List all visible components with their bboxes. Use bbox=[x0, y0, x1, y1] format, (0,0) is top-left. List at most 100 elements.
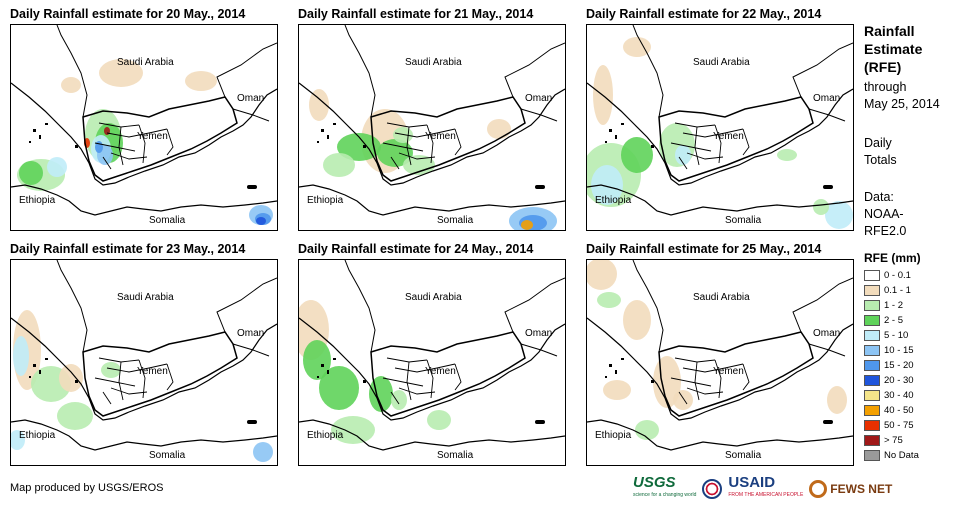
country-label-ethiopia: Ethiopia bbox=[595, 430, 632, 441]
usaid-logo: USAID FROM THE AMERICAN PEOPLE bbox=[728, 474, 804, 498]
panel-title-2: Daily Rainfall estimate for 21 May., 201… bbox=[298, 7, 534, 21]
panel-title-1: Daily Rainfall estimate for 20 May., 201… bbox=[10, 7, 246, 21]
country-label-yemen: Yemen bbox=[713, 366, 744, 377]
legend-label: 20 - 30 bbox=[884, 375, 914, 386]
legend-swatch bbox=[864, 390, 880, 401]
country-label-saudi-arabia: Saudi Arabia bbox=[405, 292, 462, 303]
country-label-oman: Oman bbox=[813, 328, 841, 339]
country-label-ethiopia: Ethiopia bbox=[307, 430, 344, 441]
sidebar-title: Rainfall Estimate (RFE) bbox=[864, 22, 922, 76]
country-label-saudi-arabia: Saudi Arabia bbox=[117, 57, 174, 68]
panel-title-3: Daily Rainfall estimate for 22 May., 201… bbox=[586, 7, 822, 21]
country-label-oman: Oman bbox=[237, 93, 265, 104]
legend-swatch bbox=[864, 360, 880, 371]
panel-title-5: Daily Rainfall estimate for 24 May., 201… bbox=[298, 242, 534, 256]
legend-swatch bbox=[864, 315, 880, 326]
country-label-oman: Oman bbox=[525, 93, 553, 104]
usaid-logo-text: USAID bbox=[728, 474, 776, 491]
legend-label: 40 - 50 bbox=[884, 405, 914, 416]
legend-item: 2 - 5 bbox=[864, 313, 919, 328]
legend-title: RFE (mm) bbox=[864, 251, 921, 265]
rainfall-map-2: Saudi Arabia Oman Yemen Ethiopia Somalia bbox=[298, 24, 566, 231]
legend-swatch bbox=[864, 405, 880, 416]
sidebar-daily: Daily bbox=[864, 136, 892, 150]
country-label-somalia: Somalia bbox=[149, 450, 186, 461]
rainfall-map-4: Saudi Arabia Oman Yemen Ethiopia Somalia bbox=[10, 259, 278, 466]
country-label-oman: Oman bbox=[237, 328, 265, 339]
panel-title-4: Daily Rainfall estimate for 23 May., 201… bbox=[10, 242, 246, 256]
sidebar-data-source-1: NOAA- bbox=[864, 207, 904, 221]
rainfall-field bbox=[17, 59, 273, 225]
legend-item: 20 - 30 bbox=[864, 373, 919, 388]
fews-net-logo: FEWS NET bbox=[809, 480, 892, 498]
legend-item: 0 - 0.1 bbox=[864, 268, 919, 283]
country-label-yemen: Yemen bbox=[137, 131, 168, 142]
country-label-yemen: Yemen bbox=[137, 366, 168, 377]
sidebar-data-source-2: RFE2.0 bbox=[864, 224, 907, 238]
legend-item: 0.1 - 1 bbox=[864, 283, 919, 298]
legend-item: 50 - 75 bbox=[864, 418, 919, 433]
usaid-seal-icon bbox=[702, 479, 723, 499]
legend-label: 2 - 5 bbox=[884, 315, 904, 326]
legend-label: 1 - 2 bbox=[884, 300, 904, 311]
legend-item: 5 - 10 bbox=[864, 328, 919, 343]
map-credit: Map produced by USGS/EROS bbox=[10, 482, 164, 494]
country-label-yemen: Yemen bbox=[425, 131, 456, 142]
country-label-saudi-arabia: Saudi Arabia bbox=[117, 292, 174, 303]
legend-item: 40 - 50 bbox=[864, 403, 919, 418]
rainfall-map-6: Saudi Arabia Oman Yemen Ethiopia Somalia bbox=[586, 259, 854, 466]
country-label-saudi-arabia: Saudi Arabia bbox=[405, 57, 462, 68]
legend-item: 15 - 20 bbox=[864, 358, 919, 373]
rainfall-field bbox=[11, 310, 273, 462]
sidebar-date: May 25, 2014 bbox=[864, 97, 940, 111]
country-label-ethiopia: Ethiopia bbox=[19, 430, 56, 441]
legend-swatch bbox=[864, 330, 880, 341]
sidebar-title-line2: Estimate bbox=[864, 41, 923, 57]
country-label-somalia: Somalia bbox=[725, 450, 762, 461]
legend-label: 0.1 - 1 bbox=[884, 285, 911, 296]
sidebar-through: through bbox=[864, 80, 907, 94]
legend-item: 10 - 15 bbox=[864, 343, 919, 358]
rainfall-map-5: Saudi Arabia Oman Yemen Ethiopia Somalia bbox=[298, 259, 566, 466]
legend-label: 50 - 75 bbox=[884, 420, 914, 431]
legend-label: 0 - 0.1 bbox=[884, 270, 911, 281]
country-label-somalia: Somalia bbox=[437, 215, 474, 226]
legend-swatch bbox=[864, 300, 880, 311]
legend-item: > 75 bbox=[864, 433, 919, 448]
rainfall-map-1: Saudi Arabia Oman Yemen Ethiopia Somalia bbox=[10, 24, 278, 231]
usgs-logo-text: USGS bbox=[633, 474, 676, 491]
country-label-somalia: Somalia bbox=[149, 215, 186, 226]
country-label-ethiopia: Ethiopia bbox=[307, 195, 344, 206]
panel-title-6: Daily Rainfall estimate for 25 May., 201… bbox=[586, 242, 822, 256]
legend-swatch bbox=[864, 270, 880, 281]
legend-label: 5 - 10 bbox=[884, 330, 909, 341]
country-label-yemen: Yemen bbox=[713, 131, 744, 142]
legend-item: No Data bbox=[864, 448, 919, 463]
sidebar-totals: Totals bbox=[864, 153, 897, 167]
legend-item: 1 - 2 bbox=[864, 298, 919, 313]
country-label-oman: Oman bbox=[525, 328, 553, 339]
legend-swatch bbox=[864, 450, 880, 461]
legend-swatch bbox=[864, 420, 880, 431]
sidebar-title-line3: (RFE) bbox=[864, 59, 902, 75]
legend-label: > 75 bbox=[884, 435, 903, 446]
sidebar-data-label: Data: bbox=[864, 190, 894, 204]
usgs-logo: USGS science for a changing world bbox=[633, 474, 697, 498]
rainfall-map-3: Saudi Arabia Oman Yemen Ethiopia Somalia bbox=[586, 24, 854, 231]
legend-swatch bbox=[864, 345, 880, 356]
country-label-somalia: Somalia bbox=[437, 450, 474, 461]
legend-swatch bbox=[864, 435, 880, 446]
legend-label: No Data bbox=[884, 450, 919, 461]
legend-label: 15 - 20 bbox=[884, 360, 914, 371]
country-label-saudi-arabia: Saudi Arabia bbox=[693, 292, 750, 303]
legend-swatch bbox=[864, 375, 880, 386]
partner-logos: USGS science for a changing world USAID … bbox=[633, 474, 892, 502]
country-label-saudi-arabia: Saudi Arabia bbox=[693, 57, 750, 68]
country-label-oman: Oman bbox=[813, 93, 841, 104]
sidebar-title-line1: Rainfall bbox=[864, 23, 915, 39]
country-label-yemen: Yemen bbox=[425, 366, 456, 377]
country-label-ethiopia: Ethiopia bbox=[19, 195, 56, 206]
country-label-ethiopia: Ethiopia bbox=[595, 195, 632, 206]
legend: 0 - 0.1 0.1 - 1 1 - 2 2 - 5 5 - 10 10 - 15 15 … bbox=[864, 268, 919, 463]
legend-swatch bbox=[864, 285, 880, 296]
